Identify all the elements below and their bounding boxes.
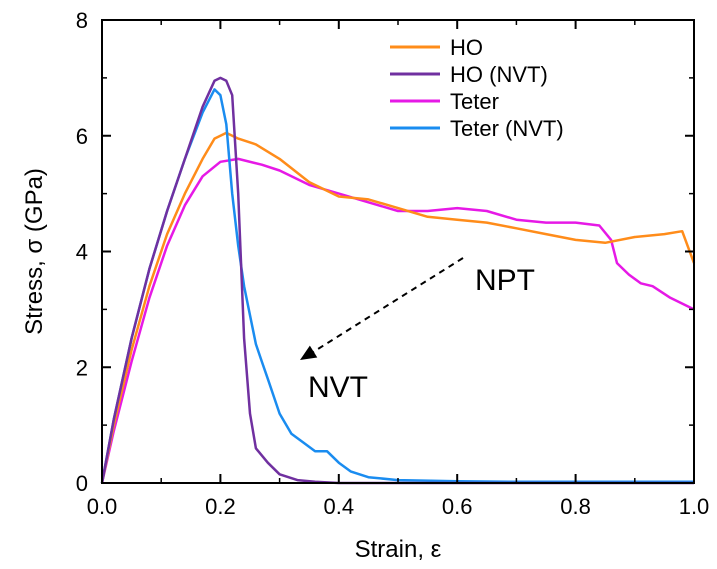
tick-labels: 0.0 0.2 0.4 0.6 0.8 1.0 0 2 4 6 8	[76, 8, 710, 519]
y-tick-label: 4	[76, 240, 88, 265]
x-axis-title: Strain, ε	[355, 536, 442, 563]
x-tick-label: 0.8	[560, 494, 591, 519]
series-line-ho	[100, 131, 696, 484]
annotation-nvt: NVT	[308, 371, 368, 404]
x-tick-label: 0.4	[324, 494, 355, 519]
plot-frame	[101, 19, 695, 484]
series-line-ho-nvt	[100, 76, 694, 485]
y-tick-label: 6	[76, 124, 88, 149]
annotation-npt: NPT	[475, 264, 535, 297]
legend-label-ho: HO	[450, 35, 483, 60]
series-line-teter-nvt	[100, 88, 694, 484]
legend-label-teter-nvt: Teter (NVT)	[450, 116, 564, 141]
data-layer	[100, 76, 696, 485]
x-tick-label: 0.0	[87, 494, 118, 519]
y-tick-label: 8	[76, 8, 88, 33]
y-axis-title: Stress, σ (GPa)	[21, 168, 48, 335]
axis-ticks	[101, 19, 695, 484]
x-tick-label: 0.2	[205, 494, 236, 519]
legend-label-ho-nvt: HO (NVT)	[450, 62, 548, 87]
legend-label-teter: Teter	[450, 89, 499, 114]
y-tick-label: 2	[76, 355, 88, 380]
series-line-teter	[100, 157, 695, 484]
npt-to-nvt-arrow	[300, 257, 464, 360]
y-tick-label: 0	[76, 471, 88, 496]
x-tick-label: 0.6	[442, 494, 473, 519]
x-tick-label: 1.0	[679, 494, 710, 519]
